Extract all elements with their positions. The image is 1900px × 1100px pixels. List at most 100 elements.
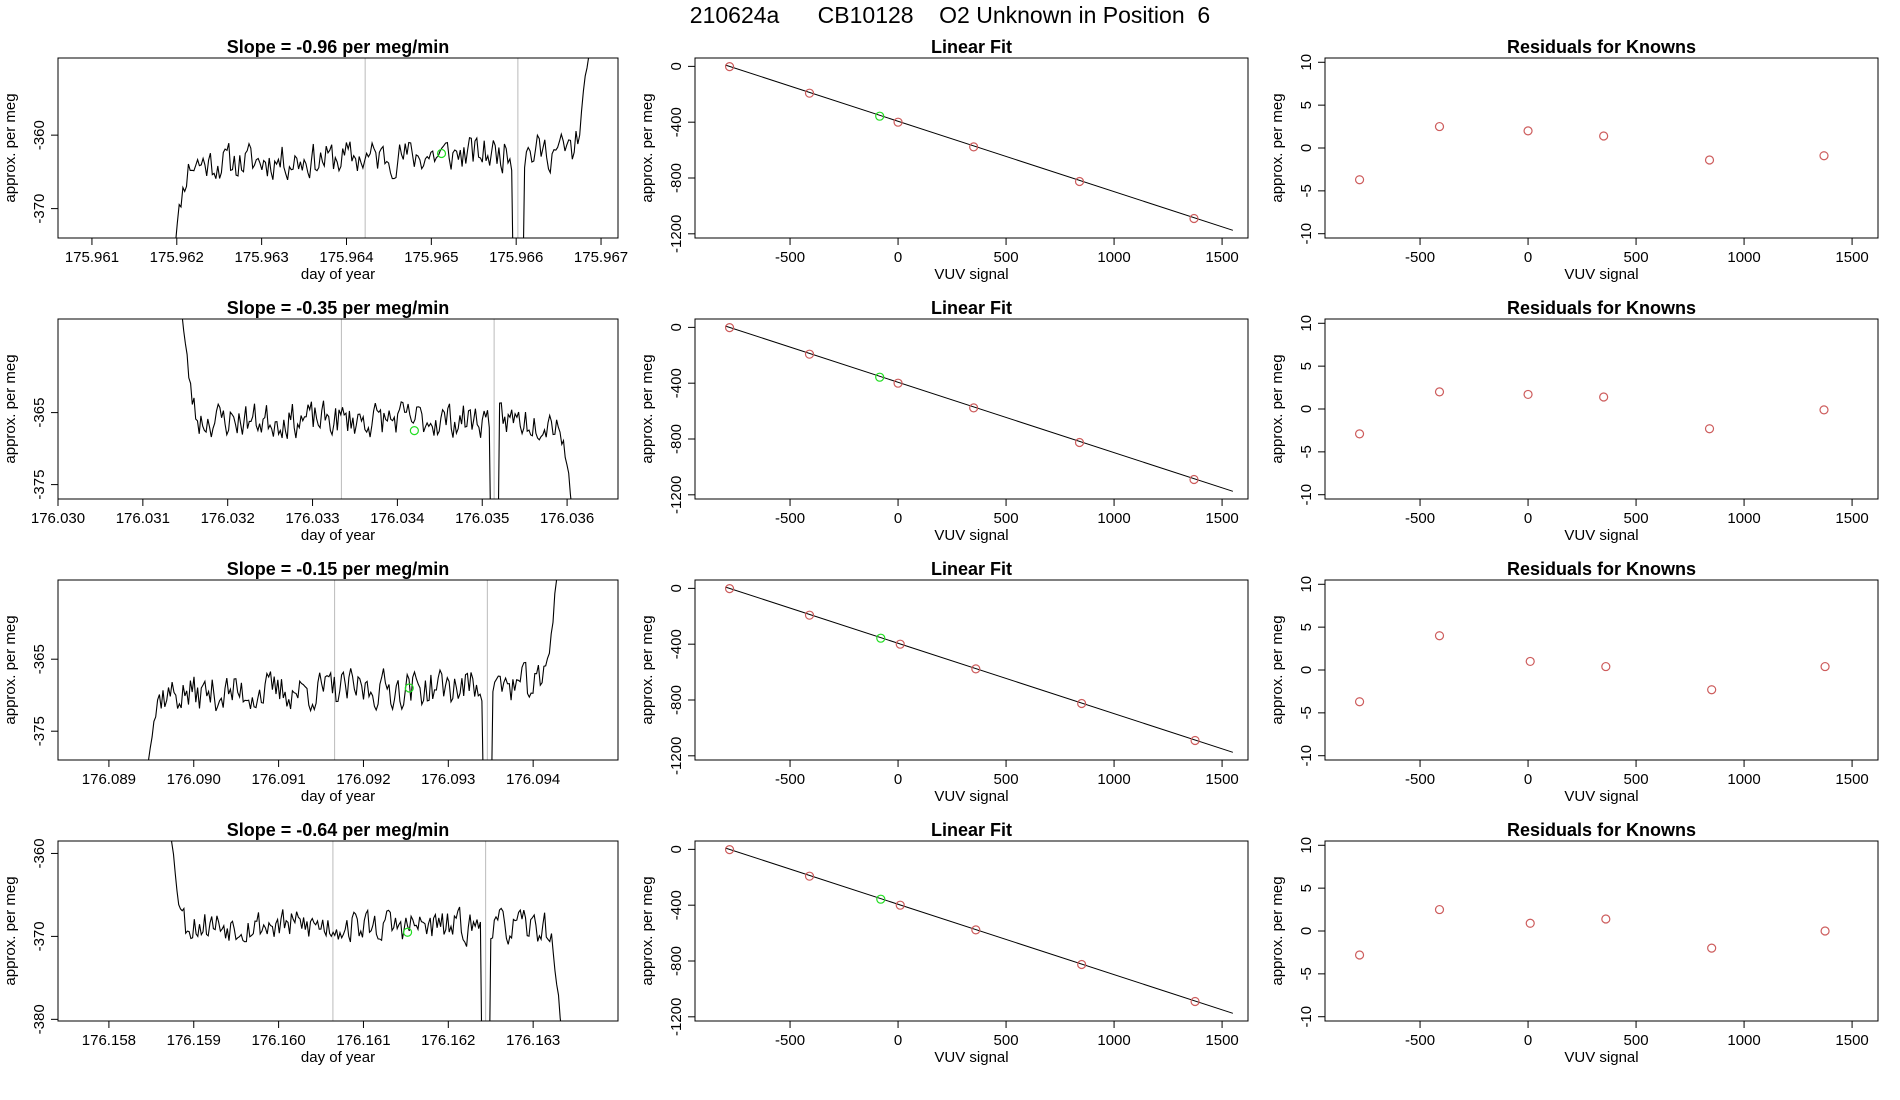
time-series-unknown-point [409,426,419,436]
known-point [804,610,815,620]
residuals-ylabel: approx. per meg [1269,876,1286,985]
residuals-ytick-label: 0 [1298,666,1315,674]
time-series-ytick-label: -360 [31,838,48,868]
residuals-ytick-label: -10 [1298,223,1315,245]
linear-fit-plot-frame [694,57,1249,239]
linear-fit-xtick-label: 500 [994,771,1019,788]
time-series-trace [147,580,558,760]
linear-fit-ytick-label: 0 [668,323,685,331]
linear-fit-ytick-label: -400 [668,368,685,398]
residuals-xlabel: VUV signal [1564,527,1638,544]
residuals-ytick-label: -5 [1298,967,1315,980]
residuals-title: Residuals for Knowns [1507,298,1696,318]
linear-fit-ytick-label: -1200 [668,998,685,1036]
residual-point [1525,656,1535,667]
time-series-xtick-label: 176.035 [455,510,509,527]
linear-fit-xtick-label: 1500 [1205,249,1238,266]
time-series-ytick-label: -375 [31,716,48,746]
linear-fit-ytick-label: -1200 [668,215,685,253]
time-series-xtick-label: 175.963 [235,249,289,266]
linear-fit-title: Linear Fit [931,298,1012,318]
residual-point [1601,914,1611,924]
residuals-ytick-label: 10 [1298,54,1315,71]
linear-fit-xtick-label: 500 [994,1032,1019,1049]
residual-point [1434,631,1445,641]
residuals-xtick-label: 1500 [1835,249,1868,266]
time-series-plot-frame [57,579,619,761]
time-series-plot-frame [57,840,619,1022]
time-series-xtick-label: 176.163 [506,1032,560,1049]
figure-title: 210624a CB10128 O2 Unknown in Position 6 [689,2,1211,28]
linear-fit-line [725,64,1234,231]
known-point [969,403,979,413]
time-series-xtick-label: 176.030 [31,510,85,527]
residual-point [1820,926,1830,936]
time-series-plot-frame [57,57,619,239]
residuals-xtick-label: 1000 [1727,510,1760,527]
residuals-xtick-label: 500 [1624,510,1649,527]
linear-fit-plot-frame [694,579,1249,761]
residuals-ytick-label: -5 [1298,184,1315,197]
time-series-xtick-label: 176.094 [506,771,560,788]
residuals-ytick-label: 10 [1298,576,1315,593]
residuals-ytick-label: -10 [1298,1006,1315,1028]
linear-fit-xtick-label: -500 [775,510,805,527]
residuals-ytick-label: -10 [1298,484,1315,506]
known-point [1189,474,1199,485]
residual-point [1599,131,1609,141]
known-point [1077,698,1087,709]
linear-fit-xtick-label: 1000 [1097,510,1130,527]
linear-fit-xtick-label: 0 [894,249,902,266]
linear-fit-xlabel: VUV signal [934,266,1008,283]
residuals-panel: Residuals for Knowns -500 0 500 1000 1500 VUV … [1269,559,1879,805]
residuals-panel: Residuals for Knowns -500 0 500 1000 1500 VUV … [1269,820,1879,1066]
known-point [969,142,979,152]
known-point [1189,213,1199,224]
residuals-xtick-label: -500 [1405,510,1435,527]
residuals-plot-frame [1324,57,1879,239]
known-point [1074,176,1085,187]
residual-point [1354,697,1365,707]
linear-fit-panel: Linear Fit -500 0 500 1000 1500 VUV signal 0 -40… [639,559,1249,805]
linear-fit-ytick-label: 0 [668,62,685,70]
residuals-plot-frame [1324,840,1879,1022]
residual-point [1354,429,1365,439]
linear-fit-plot-frame [694,840,1249,1022]
time-series-trace [181,319,572,499]
residual-point [1601,661,1611,672]
time-series-xtick-label: 176.162 [421,1032,475,1049]
residuals-ytick-label: -5 [1298,706,1315,719]
time-series-xtick-label: 176.158 [82,1032,136,1049]
linear-fit-ylabel: approx. per meg [639,615,656,724]
known-point [724,845,735,855]
time-series-xlabel: day of year [301,788,375,805]
known-point [1074,437,1085,448]
residuals-title: Residuals for Knowns [1507,559,1696,579]
linear-fit-xtick-label: 1500 [1205,771,1238,788]
time-series-unknown-point [402,927,413,937]
linear-fit-xtick-label: 500 [994,249,1019,266]
residuals-xtick-label: 0 [1524,249,1532,266]
time-series-ytick-label: -365 [31,398,48,428]
time-series-title: Slope = -0.96 per meg/min [227,37,450,57]
time-series-ylabel: approx. per meg [2,93,19,202]
time-series-panel: Slope = -0.64 per meg/min 176.158 176.159 1… [2,820,619,1066]
linear-fit-ytick-label: -400 [668,107,685,137]
time-series-xtick-label: 175.961 [65,249,119,266]
residuals-xtick-label: 1500 [1835,1032,1868,1049]
time-series-xtick-label: 176.034 [370,510,424,527]
linear-fit-line [725,847,1234,1014]
residuals-plot-frame [1324,318,1879,500]
time-series-xtick-label: 176.092 [336,771,390,788]
known-point [804,871,815,881]
linear-fit-ylabel: approx. per meg [639,876,656,985]
known-point [893,378,903,388]
residuals-ytick-label: -10 [1298,745,1315,767]
linear-fit-xtick-label: 0 [894,1032,902,1049]
time-series-ylabel: approx. per meg [2,615,19,724]
residuals-ytick-label: 10 [1298,837,1315,854]
linear-fit-xtick-label: 1000 [1097,249,1130,266]
linear-fit-ytick-label: 0 [668,584,685,592]
residual-point [1704,155,1715,165]
